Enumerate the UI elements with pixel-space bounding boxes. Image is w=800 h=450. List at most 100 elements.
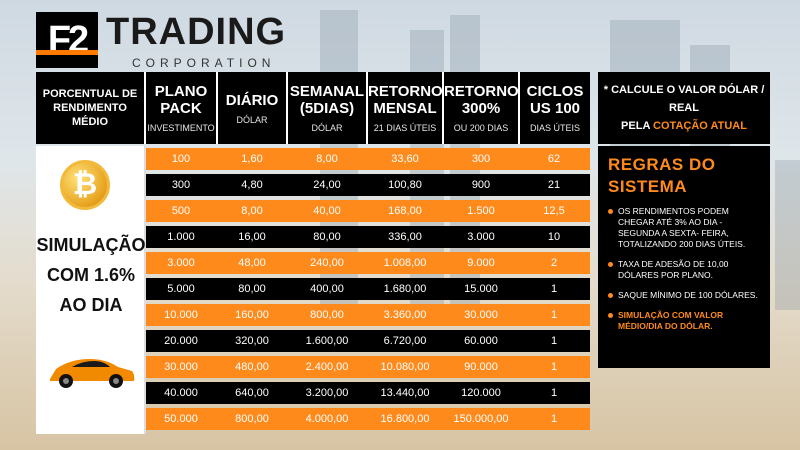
table-cell: 90.000 [444,356,520,378]
table-cell: 1.600,00 [288,330,368,352]
table-cell: 1 [520,356,590,378]
table-cell: 1.000 [146,226,218,248]
table-row: 20.000 320,00 1.600,00 6.720,00 60.000 1 [146,330,590,352]
table-cell: 100 [146,148,218,170]
table-row: 50.000 800,00 4.000,00 16.800,00 150.000,00 1 [146,408,590,430]
table-cell: 3.000 [146,252,218,274]
logo-mark: F2 [36,12,98,68]
table-cell: 1.680,00 [368,278,444,300]
table-row: 3.000 48,00 240,00 1.008,00 9.000 2 [146,252,590,274]
bitcoin-icon: ₿ [60,160,110,210]
logo-mark-accent [36,50,98,55]
table-cell: 40.000 [146,382,218,404]
table-cell: 1 [520,278,590,300]
company-logo: F2 TRADING CORPORATION [36,10,285,70]
calc-note-line1: * CALCULE O VALOR DÓLAR / REAL [603,84,765,114]
table-cell: 30.000 [444,304,520,326]
table-cell: 16,00 [218,226,288,248]
header-ciclos: CICLOS US 100 DIAS ÚTEIS [520,72,590,144]
table-cell: 168,00 [368,200,444,222]
logo-title: TRADING [106,11,287,53]
table-cell: 1,60 [218,148,288,170]
header-main: DIÁRIO [225,91,279,109]
calc-note-prefix: PELA [621,120,654,132]
calc-note: * CALCULE O VALOR DÓLAR / REAL PELA COTA… [598,72,770,144]
table-cell: 8,00 [288,148,368,170]
header-main: RETORNO MENSAL [368,83,443,117]
table-cell: 4.000,00 [288,408,368,430]
table-cell: 10.080,00 [368,356,444,378]
calc-note-highlight: COTAÇÃO ATUAL [653,120,747,132]
table-cell: 800,00 [288,304,368,326]
table-cell: 10.000 [146,304,218,326]
rule-item-highlight: SIMULAÇÃO COM VALOR MÉDIO/DIA DO DÓLAR. [608,310,760,332]
table-cell: 320,00 [218,330,288,352]
table-cell: 900 [444,174,520,196]
table-row: 40.000 640,00 3.200,00 13.440,00 120.000 1 [146,382,590,404]
table-cell: 160,00 [218,304,288,326]
header-retorno-mensal: RETORNO MENSAL 21 DIAS ÚTEIS [368,72,444,144]
table-cell: 150.000,00 [444,408,520,430]
calc-note-line2: PELA COTAÇÃO ATUAL [598,117,770,135]
table-row: 100 1,60 8,00 33,60 300 62 [146,148,590,170]
table-cell: 1.500 [444,200,520,222]
table-cell: 10 [520,226,590,248]
skyline-building [775,160,800,310]
table-cell: 5.000 [146,278,218,300]
table-cell: 13.440,00 [368,382,444,404]
table-cell: 9.000 [444,252,520,274]
table-cell: 2.400,00 [288,356,368,378]
header-semanal: SEMANAL (5DIAS) DÓLAR [288,72,368,144]
table-cell: 4,80 [218,174,288,196]
table-cell: 1 [520,382,590,404]
table-cell: 1.008,00 [368,252,444,274]
table-cell: 48,00 [218,252,288,274]
table-cell: 50.000 [146,408,218,430]
table-cell: 24,00 [288,174,368,196]
header-sub: 21 DIAS ÚTEIS [373,123,437,133]
table-cell: 300 [444,148,520,170]
table-cell: 6.720,00 [368,330,444,352]
table-cell: 120.000 [444,382,520,404]
table-cell: 30.000 [146,356,218,378]
table-cell: 3.000 [444,226,520,248]
header-diario: DIÁRIO DÓLAR [218,72,288,144]
header-sub: DÓLAR [311,123,343,133]
header-sub: DIAS ÚTEIS [529,123,580,133]
simulation-line: SIMULAÇÃO [36,235,146,255]
table-cell: 16.800,00 [368,408,444,430]
rule-item: TAXA DE ADESÃO DE 10,00 DÓLARES POR PLAN… [608,259,760,281]
header-main: PLANO PACK [154,83,208,117]
table-cell: 2 [520,252,590,274]
table-cell: 12,5 [520,200,590,222]
table-cell: 480,00 [218,356,288,378]
table-cell: 21 [520,174,590,196]
table-cell: 20.000 [146,330,218,352]
header-plano-pack: PLANO PACK INVESTIMENTO [146,72,218,144]
table-cell: 1 [520,408,590,430]
table-cell: 1 [520,304,590,326]
table-row: 30.000 480,00 2.400,00 10.080,00 90.000 1 [146,356,590,378]
table-row: 10.000 160,00 800,00 3.360,00 30.000 1 [146,304,590,326]
header-main: SEMANAL (5DIAS) [289,83,365,117]
simulation-panel: ₿ SIMULAÇÃO COM 1.6% AO DIA [36,146,146,434]
rule-item: OS RENDIMENTOS PODEM CHEGAR ATÉ 3% AO DI… [608,206,760,250]
table-cell: 336,00 [368,226,444,248]
rules-list: OS RENDIMENTOS PODEM CHEGAR ATÉ 3% AO DI… [608,206,760,332]
table-cell: 3.200,00 [288,382,368,404]
table-row: 1.000 16,00 80,00 336,00 3.000 10 [146,226,590,248]
table-cell: 80,00 [288,226,368,248]
header-sub: DÓLAR [236,114,268,125]
table-cell: 8,00 [218,200,288,222]
table-cell: 800,00 [218,408,288,430]
rules-panel: REGRAS DO SISTEMA OS RENDIMENTOS PODEM C… [598,146,770,368]
table-cell: 300 [146,174,218,196]
simulation-line: AO DIA [59,295,123,315]
table-cell: 240,00 [288,252,368,274]
table-cell: 100,80 [368,174,444,196]
table-cell: 62 [520,148,590,170]
rule-item: SAQUE MÍNIMO DE 100 DÓLARES. [608,290,760,301]
header-percentual: PORCENTUAL DE RENDIMENTO MÉDIO [36,72,146,144]
header-main: PORCENTUAL DE RENDIMENTO MÉDIO [42,88,138,128]
table-cell: 640,00 [218,382,288,404]
